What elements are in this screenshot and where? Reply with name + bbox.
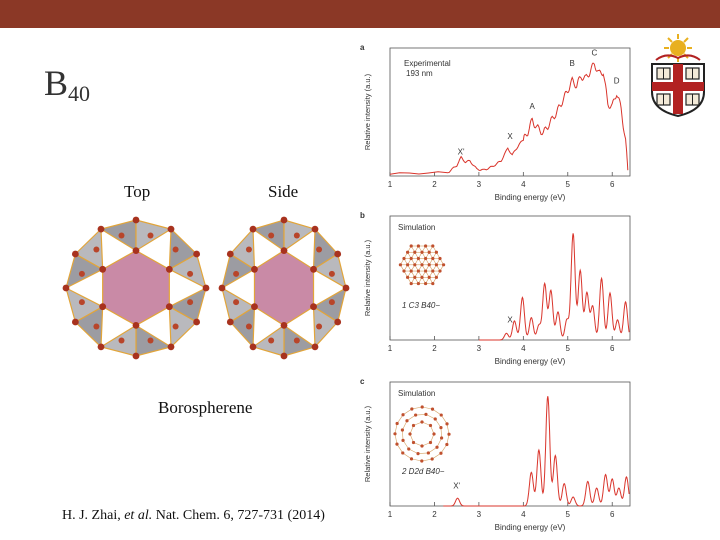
peak-label: X (507, 315, 513, 324)
x-tick-label: 3 (477, 510, 482, 519)
y-axis-label: Relative intensity (a.u.) (363, 73, 372, 150)
x-tick-label: 3 (477, 344, 482, 353)
sun-crest-icon (655, 34, 701, 62)
caption-borospherene: Borospherene (158, 398, 253, 417)
x-tick-label: 2 (432, 344, 437, 353)
x-tick-label: 5 (566, 180, 571, 189)
plot-frame (389, 47, 631, 177)
legend-text: 193 nm (406, 69, 433, 78)
citation: H. J. Zhai, et al. Nat. Chem. 6, 727-731… (62, 508, 325, 524)
peak-label: C (592, 49, 598, 58)
panel-letter: a (360, 43, 365, 52)
x-tick-label: 6 (610, 344, 615, 353)
label-top: Top (124, 182, 151, 201)
spectrum-panel-c: c Relative intensity (a.u.) 1 2 3 4 5 6 Binding … (356, 376, 638, 534)
x-tick-label: 1 (388, 344, 393, 353)
header-bar (0, 0, 720, 28)
spectrum-panel-b: b Relative intensity (a.u.) 1 2 3 4 5 6 Binding … (356, 210, 638, 368)
x-tick-label: 1 (388, 510, 393, 519)
shield-icon (651, 63, 705, 118)
y-axis-label: Relative intensity (a.u.) (363, 405, 372, 482)
title-subscript: 40 (68, 81, 91, 106)
inset-label: Simulation (398, 389, 435, 398)
x-tick-label: 2 (432, 180, 437, 189)
cage-structure-icon (218, 216, 350, 360)
peak-label: X' (458, 147, 465, 156)
peak-label: B (570, 59, 575, 68)
y-axis-label: Relative intensity (a.u.) (363, 239, 372, 316)
spectrum-line (389, 62, 629, 175)
citation-etal: et al. (124, 508, 153, 523)
slide-title: B40 (44, 62, 90, 107)
cluster-inset-icon (398, 244, 446, 286)
citation-authors: H. J. Zhai, (62, 508, 125, 523)
peak-label: X (507, 132, 513, 141)
citation-rest: Nat. Chem. 6, 727-731 (2014) (152, 508, 325, 523)
peak-label: D (614, 77, 620, 86)
x-axis-label: Binding energy (eV) (495, 193, 566, 202)
borospherene-side-view (216, 214, 352, 362)
x-tick-label: 2 (432, 510, 437, 519)
x-tick-label: 1 (388, 180, 393, 189)
panel-letter: c (360, 377, 365, 386)
x-tick-label: 3 (477, 180, 482, 189)
spectrum-line (443, 396, 630, 507)
inset-label: Simulation (398, 223, 435, 232)
legend-text: Experimental (404, 59, 451, 68)
x-tick-label: 4 (521, 510, 526, 519)
isomer-label: 1 C3 B40− (402, 301, 440, 310)
x-tick-label: 5 (566, 510, 571, 519)
spectrum-line (478, 233, 630, 341)
panel-letter: b (360, 211, 365, 220)
plot-frame (389, 215, 631, 341)
shield-logo (646, 30, 710, 118)
x-tick-label: 4 (521, 344, 526, 353)
peak-label: A (530, 102, 536, 111)
x-tick-label: 5 (566, 344, 571, 353)
cluster-inset-icon (393, 405, 451, 463)
x-tick-label: 6 (610, 180, 615, 189)
x-axis-label: Binding energy (eV) (495, 357, 566, 366)
x-tick-label: 4 (521, 180, 526, 189)
isomer-label: 2 D2d B40− (401, 467, 445, 476)
cage-structure-icon (62, 216, 210, 360)
borospherene-top-view (62, 214, 210, 362)
x-tick-label: 6 (610, 510, 615, 519)
plot-frame (389, 381, 631, 507)
x-axis-label: Binding energy (eV) (495, 523, 566, 532)
spectrum-panel-a: a Relative intensity (a.u.) 1 2 3 4 5 6 Binding … (356, 42, 638, 204)
title-main: B (44, 63, 69, 103)
peak-label: X' (453, 481, 460, 490)
label-side: Side (268, 182, 299, 201)
